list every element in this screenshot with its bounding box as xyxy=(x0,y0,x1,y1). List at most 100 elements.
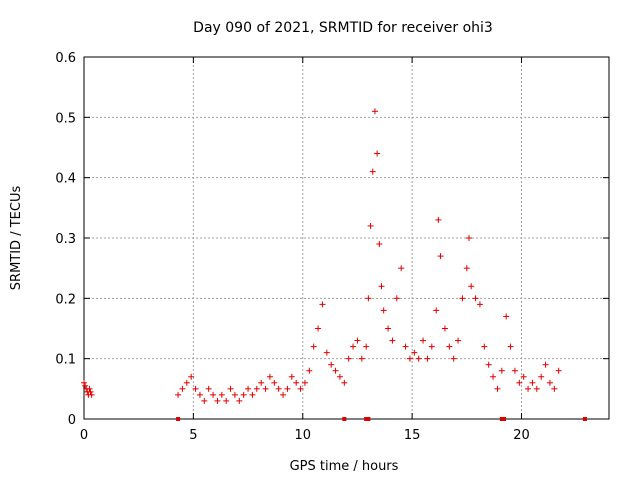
y-tick-label: 0.4 xyxy=(55,172,76,187)
data-point xyxy=(459,295,466,302)
data-point xyxy=(341,379,348,386)
data-point xyxy=(472,295,479,302)
zero-marker xyxy=(502,417,506,421)
chart-title: Day 090 of 2021, SRMTID for receiver ohi… xyxy=(193,20,493,36)
data-point xyxy=(485,361,492,368)
x-tick-label: 5 xyxy=(189,428,197,443)
data-point xyxy=(240,391,247,398)
data-point xyxy=(214,397,221,404)
data-point xyxy=(437,253,444,260)
data-point xyxy=(516,379,523,386)
data-points xyxy=(81,108,562,404)
data-point xyxy=(533,385,540,392)
data-point xyxy=(310,343,317,350)
data-point xyxy=(358,355,365,362)
data-point xyxy=(498,367,505,374)
data-point xyxy=(481,343,488,350)
plot-frame xyxy=(83,56,610,420)
data-point xyxy=(411,349,418,356)
data-point xyxy=(210,391,217,398)
data-point xyxy=(315,325,322,332)
data-point xyxy=(529,379,536,386)
data-point xyxy=(266,373,273,380)
data-point xyxy=(196,391,203,398)
data-point xyxy=(175,391,182,398)
data-point xyxy=(542,361,549,368)
data-point xyxy=(306,367,313,374)
data-point xyxy=(398,265,405,272)
data-point xyxy=(179,385,186,392)
zero-marker xyxy=(582,417,587,421)
data-point xyxy=(380,307,387,314)
y-tick-label: 0.2 xyxy=(55,292,76,307)
data-point xyxy=(468,283,475,290)
x-tick-label: 0 xyxy=(80,428,88,443)
data-point xyxy=(428,343,435,350)
data-point xyxy=(446,343,453,350)
data-point xyxy=(218,391,225,398)
data-point xyxy=(301,379,308,386)
data-point xyxy=(297,385,304,392)
data-point xyxy=(319,301,326,308)
data-point xyxy=(201,397,208,404)
data-point xyxy=(88,391,95,398)
zero-marker xyxy=(176,417,181,421)
y-tick-label: 0.5 xyxy=(55,111,76,126)
data-point xyxy=(328,361,335,368)
data-point xyxy=(525,385,532,392)
data-point xyxy=(236,397,243,404)
data-point xyxy=(271,379,278,386)
data-point xyxy=(258,379,265,386)
data-point xyxy=(275,385,282,392)
data-point xyxy=(490,373,497,380)
data-point xyxy=(350,343,357,350)
data-point xyxy=(293,379,300,386)
x-tick-label: 15 xyxy=(404,428,421,443)
data-point xyxy=(284,385,291,392)
data-point xyxy=(249,391,256,398)
zero-markers xyxy=(176,417,587,421)
data-point xyxy=(538,373,545,380)
data-point xyxy=(420,337,427,344)
data-point xyxy=(223,397,230,404)
data-point xyxy=(424,355,431,362)
data-point xyxy=(205,385,212,392)
data-point xyxy=(81,379,87,386)
data-point xyxy=(463,265,470,272)
data-point xyxy=(253,385,260,392)
data-point xyxy=(367,222,374,229)
data-point xyxy=(183,379,190,386)
data-point xyxy=(363,343,370,350)
axis-ticks: 0 5 10 15 20 0 0.1 0.2 0.3 0.4 0.5 0.6 xyxy=(55,51,609,443)
data-point xyxy=(227,385,234,392)
x-tick-label: 20 xyxy=(513,428,530,443)
data-point xyxy=(374,150,381,157)
data-point xyxy=(389,337,396,344)
data-point xyxy=(323,349,330,356)
data-point xyxy=(280,391,287,398)
data-point xyxy=(245,385,252,392)
data-point xyxy=(365,295,372,302)
grid-lines xyxy=(84,57,609,419)
data-point xyxy=(376,241,383,248)
data-point xyxy=(503,313,510,320)
y-tick-label: 0.3 xyxy=(55,232,76,247)
data-point xyxy=(466,235,472,241)
data-point xyxy=(520,373,527,380)
data-point xyxy=(455,337,462,344)
zero-marker xyxy=(366,417,371,421)
zero-marker xyxy=(342,417,347,421)
data-point xyxy=(507,343,514,350)
data-point xyxy=(369,168,376,175)
data-point xyxy=(288,373,295,380)
data-point xyxy=(415,355,422,362)
data-point xyxy=(393,295,400,302)
data-point xyxy=(188,373,195,380)
zero-marker xyxy=(364,417,369,421)
y-tick-label: 0 xyxy=(68,413,76,428)
data-point xyxy=(87,388,94,395)
data-point xyxy=(476,301,483,308)
data-point xyxy=(546,379,553,386)
x-tick-label: 10 xyxy=(294,428,311,443)
